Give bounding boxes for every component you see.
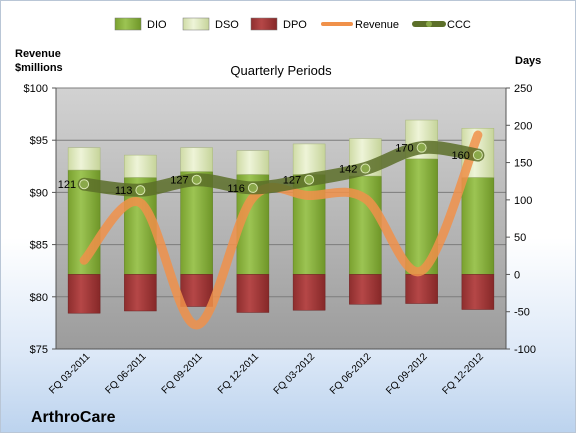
ccc-data-label: 160 [452, 150, 470, 162]
legend-label-dso: DSO [215, 19, 239, 31]
right-tick-label: 150 [514, 158, 532, 170]
ccc-point [135, 185, 146, 196]
left-axis-title-line1: Revenue [15, 48, 61, 60]
bar-dpo [405, 274, 438, 304]
ccc-point [79, 179, 90, 190]
legend-label-dio: DIO [147, 19, 167, 31]
ccc-point [304, 174, 315, 185]
category-label: FQ 03-2012 [272, 351, 318, 397]
right-tick-label: 50 [514, 232, 526, 244]
legend-ccc-marker [426, 21, 432, 27]
left-tick-label: $75 [30, 344, 48, 356]
left-tick-label: $80 [30, 292, 48, 304]
legend: DIO DSO DPO Revenue CCC [114, 17, 471, 31]
left-tick-label: $85 [30, 240, 48, 252]
bar-dso [236, 150, 270, 175]
right-axis-title: Days [515, 55, 541, 67]
ccc-data-label: 121 [58, 179, 76, 191]
bar-dso [180, 147, 213, 172]
bar-dpo [124, 274, 157, 312]
bar-dpo [461, 274, 495, 310]
category-label: FQ 06-2011 [104, 351, 149, 396]
legend-label-dpo: DPO [283, 19, 307, 31]
ccc-data-label: 113 [115, 185, 133, 197]
left-tick-label: $95 [30, 135, 48, 147]
bar-dso [292, 143, 326, 175]
right-tick-label: 200 [514, 120, 532, 132]
left-tick-label: $100 [24, 83, 48, 95]
left-axis-title-line2: $millions [15, 62, 63, 74]
legend-swatch-dio [114, 17, 142, 31]
ccc-point [416, 142, 427, 153]
category-label: FQ 03-2011 [47, 351, 92, 396]
ccc-point [472, 150, 483, 161]
chart-title: Quarterly Periods [230, 63, 332, 78]
right-tick-label: 250 [514, 83, 532, 95]
bar-dpo [349, 274, 382, 305]
bar-layer [67, 119, 495, 314]
right-tick-label: 100 [514, 195, 532, 207]
category-label: FQ 12-2012 [440, 351, 486, 397]
category-label: FQ 06-2012 [328, 351, 374, 397]
bar-dio [461, 177, 495, 275]
bar-dso [124, 154, 157, 178]
ccc-point [191, 174, 202, 185]
left-tick-label: $90 [30, 187, 48, 199]
bar-dpo [292, 274, 326, 311]
ccc-data-label: 116 [227, 183, 245, 195]
right-tick-label: 0 [514, 269, 520, 281]
legend-swatch-dso [182, 17, 210, 31]
ccc-point [247, 182, 258, 193]
ccc-data-label: 170 [395, 143, 413, 155]
legend-label-revenue: Revenue [355, 19, 399, 31]
legend-label-ccc: CCC [447, 19, 471, 31]
ccc-data-label: 127 [170, 175, 188, 187]
right-tick-label: -50 [514, 307, 530, 319]
company-name: ArthroCare [31, 409, 116, 426]
ccc-data-label: 142 [339, 164, 357, 176]
category-label: FQ 09-2012 [384, 351, 430, 397]
right-tick-label: -100 [514, 344, 536, 356]
category-label: FQ 12-2011 [216, 351, 261, 396]
bar-dso [67, 147, 101, 171]
category-label: FQ 09-2011 [160, 351, 205, 396]
bar-dpo [236, 274, 270, 313]
ccc-data-label: 127 [283, 175, 301, 187]
plot-area [56, 88, 506, 349]
legend-swatch-dpo [250, 17, 278, 31]
bar-dpo [67, 274, 101, 314]
label-layer: 121 113 127 116 127 142 170 160 [58, 143, 470, 198]
line-layer [77, 130, 485, 330]
bar-dpo [180, 274, 213, 307]
ccc-point [360, 163, 371, 174]
